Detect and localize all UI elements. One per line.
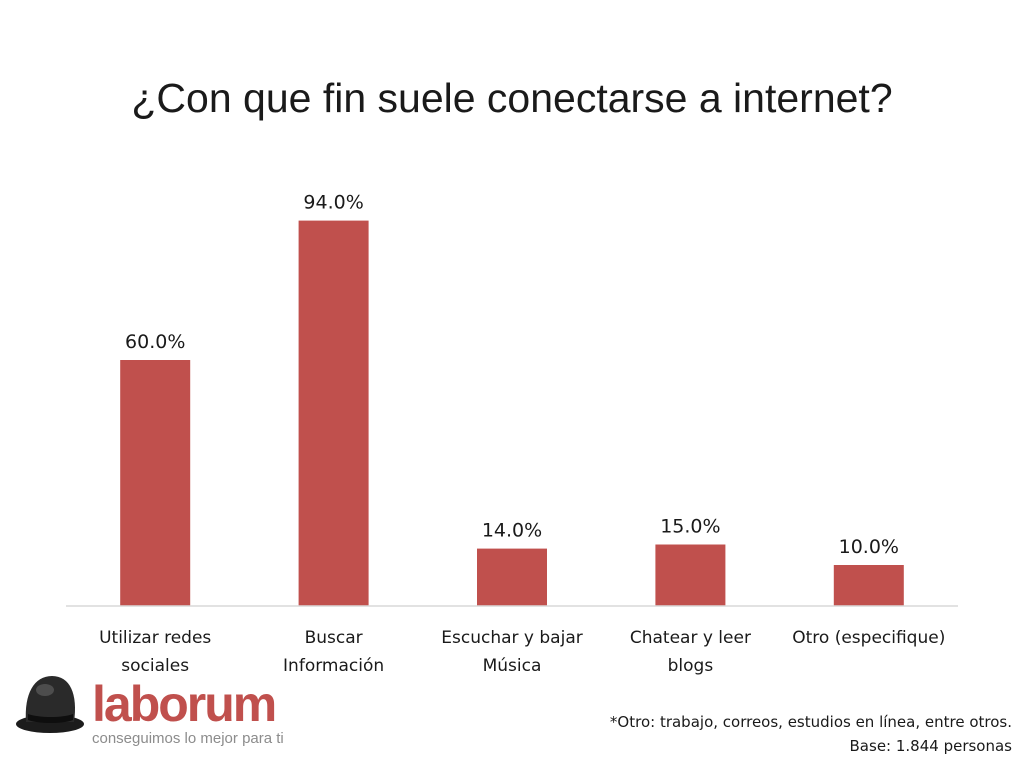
- category-label-1-line-1: Utilizar redes: [99, 628, 211, 648]
- laborum-logo: laborum conseguimos lo mejor para ti: [12, 670, 312, 760]
- footnote-base: Base: 1.844 personas: [849, 737, 1012, 755]
- category-label-1-line-2: sociales: [121, 656, 189, 676]
- data-label-4: 15.0%: [660, 516, 720, 538]
- logo-wordmark: laborum: [92, 676, 277, 732]
- data-label-5: 10.0%: [839, 536, 899, 558]
- footnote-other: *Otro: trabajo, correos, estudios en lín…: [609, 713, 1012, 731]
- bowler-hat-icon: [16, 676, 84, 733]
- category-label-5-line-1: Otro (especifique): [792, 628, 945, 648]
- bar-2: [298, 220, 369, 606]
- bar-1: [120, 360, 191, 606]
- category-label-2-line-2: Información: [283, 656, 384, 676]
- category-labels-group: Utilizar redes sociales Buscar Información E…: [99, 628, 945, 676]
- category-label-4-line-2: blogs: [668, 656, 714, 676]
- bar-5: [833, 565, 904, 606]
- data-labels-group: 60.0% 94.0% 14.0% 15.0% 10.0%: [125, 192, 899, 558]
- category-label-3-line-2: Música: [483, 656, 542, 676]
- logo-tagline: conseguimos lo mejor para ti: [92, 730, 284, 747]
- footnote: *Otro: trabajo, correos, estudios en lín…: [610, 710, 1012, 758]
- chart-title: ¿Con que fin suele conectarse a internet…: [131, 75, 893, 121]
- bars-group: [120, 220, 904, 606]
- category-label-4-line-1: Chatear y leer: [630, 628, 751, 648]
- bar-chart: 60.0% 94.0% 14.0% 15.0% 10.0% Utilizar redes…: [66, 192, 958, 676]
- category-label-2-line-1: Buscar: [305, 628, 363, 648]
- bar-3: [477, 548, 547, 606]
- data-label-3: 14.0%: [482, 520, 542, 542]
- data-label-2: 94.0%: [303, 192, 363, 214]
- data-label-1: 60.0%: [125, 331, 185, 353]
- category-label-3-line-1: Escuchar y bajar: [441, 628, 582, 648]
- bar-4: [655, 544, 726, 606]
